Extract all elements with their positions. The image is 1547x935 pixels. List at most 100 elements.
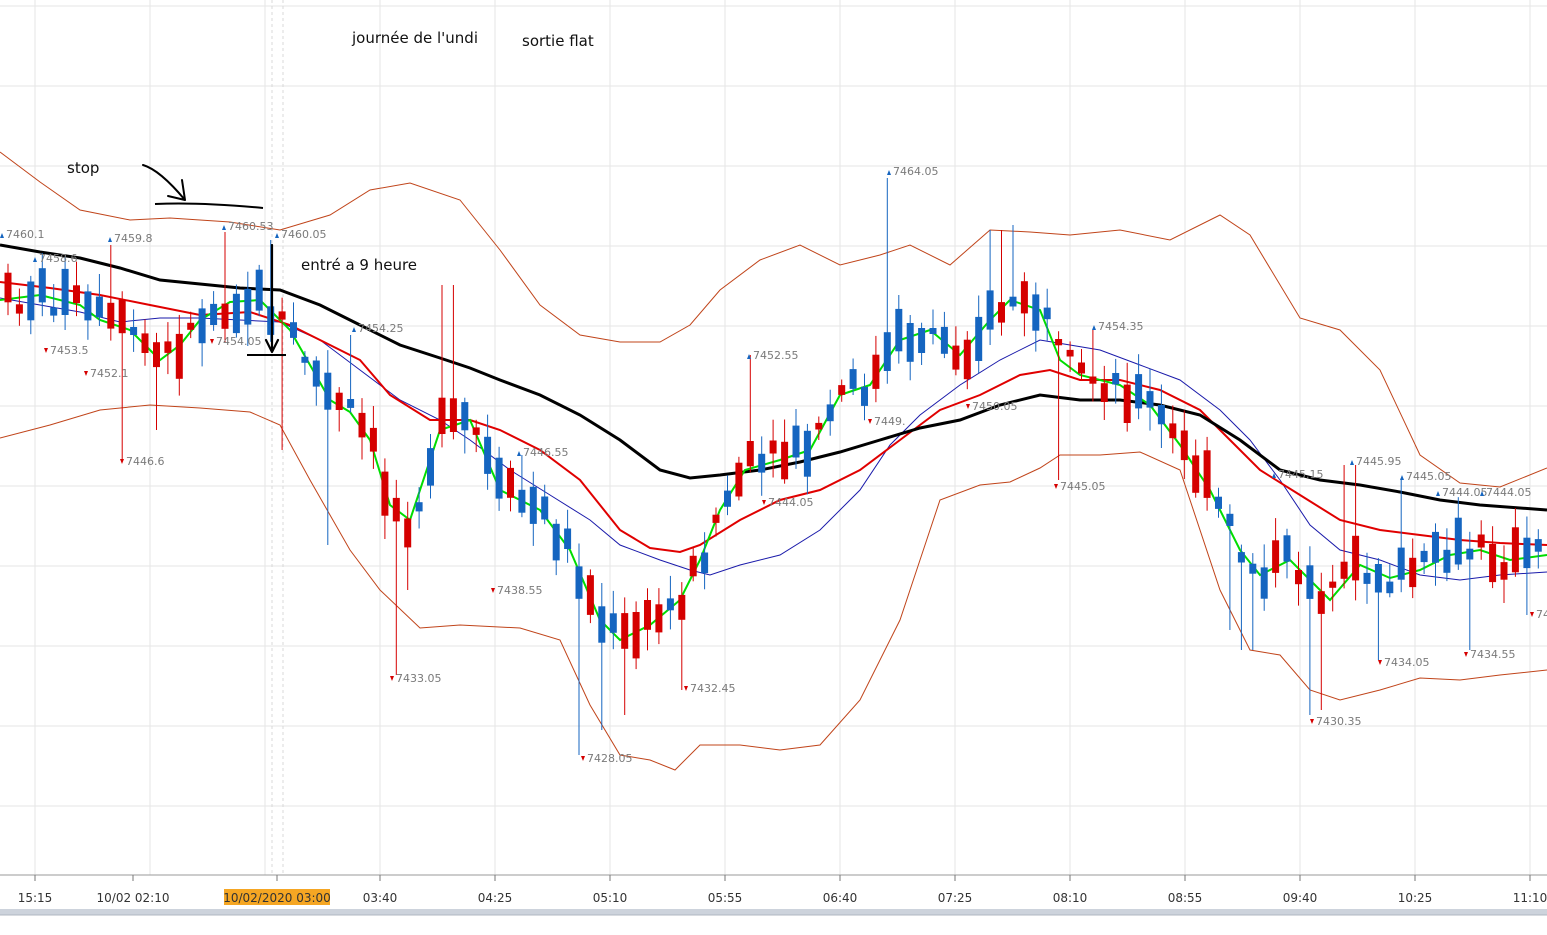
candle-body	[1032, 294, 1040, 331]
price-label-marker	[517, 451, 521, 456]
price-label-marker	[1350, 460, 1354, 465]
candle-body	[61, 268, 69, 315]
candle-body	[84, 291, 92, 321]
candle-body	[632, 612, 640, 659]
candle-body	[232, 293, 240, 334]
candle-body	[130, 327, 138, 335]
price-label-marker	[887, 170, 891, 175]
price-label-marker	[868, 419, 872, 424]
candle-body	[940, 326, 948, 354]
price-label: 7432.45	[690, 682, 736, 695]
candle-body	[1043, 307, 1051, 320]
candle-body	[175, 333, 183, 379]
candle-body	[906, 323, 914, 362]
candle-body	[267, 306, 275, 335]
candle-body	[1100, 383, 1108, 402]
x-tick-label: 04:25	[478, 891, 513, 905]
candle-body	[849, 369, 857, 389]
price-label-marker	[33, 257, 37, 262]
price-label: 7453.5	[50, 344, 89, 357]
x-tick-label: 05:10	[593, 891, 628, 905]
candle-body	[1020, 281, 1028, 314]
candle-body	[1489, 544, 1497, 583]
candle-body	[1009, 296, 1017, 307]
x-tick-label: 06:40	[823, 891, 858, 905]
price-label-marker	[762, 500, 766, 505]
candle-body	[575, 566, 583, 599]
candle-body	[1352, 535, 1360, 581]
candle-body	[1215, 496, 1222, 509]
annotation-entry: entré a 9 heure	[301, 256, 418, 274]
price-label: 7452.55	[753, 349, 799, 362]
price-label: 7445.95	[1356, 455, 1402, 468]
price-label: 7464.05	[893, 165, 939, 178]
candle-body	[1386, 581, 1394, 594]
candle-body	[1112, 373, 1120, 385]
candle-body	[4, 272, 12, 303]
price-label: 7446.55	[523, 446, 569, 459]
price-label: 7458.6	[39, 252, 78, 265]
candle-body	[495, 457, 503, 499]
x-tick-label: 05:55	[708, 891, 743, 905]
price-label-marker	[1530, 612, 1534, 617]
candle-body	[358, 412, 366, 438]
candle-body	[484, 436, 492, 474]
price-label-marker	[352, 327, 356, 332]
price-label-marker	[1464, 652, 1468, 657]
price-label: 7445.15	[1278, 468, 1324, 481]
candle-body	[290, 322, 297, 338]
stop-line	[154, 202, 264, 209]
price-label: 74	[1536, 608, 1547, 621]
candle-body	[1260, 567, 1268, 599]
price-label-marker	[1436, 491, 1440, 496]
candle-body	[427, 448, 434, 486]
candle-body	[449, 398, 457, 432]
annotation-stop: stop	[67, 159, 100, 177]
price-label-marker	[1310, 719, 1314, 724]
candle-body	[598, 606, 606, 643]
candle-body	[518, 489, 526, 513]
candle-body	[1157, 405, 1165, 425]
hand-drawn-annotations	[142, 164, 286, 356]
candle-body	[1066, 349, 1074, 357]
annotation-sortie-flat: sortie flat	[522, 32, 594, 50]
price-label-marker	[1054, 484, 1058, 489]
candle-body	[415, 502, 423, 512]
bollinger-upper	[0, 151, 1547, 488]
candle-body	[1089, 376, 1097, 384]
candle-body	[1363, 572, 1371, 584]
candle-body	[118, 299, 126, 334]
price-label-marker	[966, 404, 970, 409]
x-tick-label: 10/02/2020 03:00	[223, 891, 331, 905]
candle-body	[1409, 557, 1417, 588]
price-label: 7454.05	[216, 335, 262, 348]
candle-body	[392, 497, 400, 522]
candle-body	[153, 342, 160, 368]
candle-body	[507, 467, 514, 498]
candle-body	[781, 441, 789, 480]
candle-body	[1454, 517, 1462, 565]
annotation-journee: journée de l'undi	[352, 29, 478, 47]
price-label-marker	[108, 237, 112, 242]
x-tick-label: 07:25	[938, 891, 973, 905]
candle-body	[210, 303, 218, 325]
candle-body	[1397, 547, 1405, 580]
candle-body	[381, 471, 389, 516]
x-tick-label: 08:10	[1053, 891, 1088, 905]
candle-body	[1432, 531, 1439, 563]
candle-body	[1523, 537, 1531, 569]
candle-body	[461, 402, 469, 431]
x-tick-label: 09:40	[1283, 891, 1318, 905]
price-label: 7454.25	[358, 322, 404, 335]
x-label-highlight	[224, 889, 330, 905]
price-label: 7444.05	[1442, 486, 1488, 499]
price-label-marker	[491, 588, 495, 593]
candle-body	[1295, 570, 1302, 585]
candle-body	[666, 598, 674, 611]
candle-body	[564, 528, 572, 549]
price-label-marker	[581, 756, 585, 761]
scroll-track	[0, 909, 1547, 915]
stop-arrow	[142, 164, 186, 201]
candle-body	[438, 397, 446, 434]
price-label-marker	[84, 371, 88, 376]
